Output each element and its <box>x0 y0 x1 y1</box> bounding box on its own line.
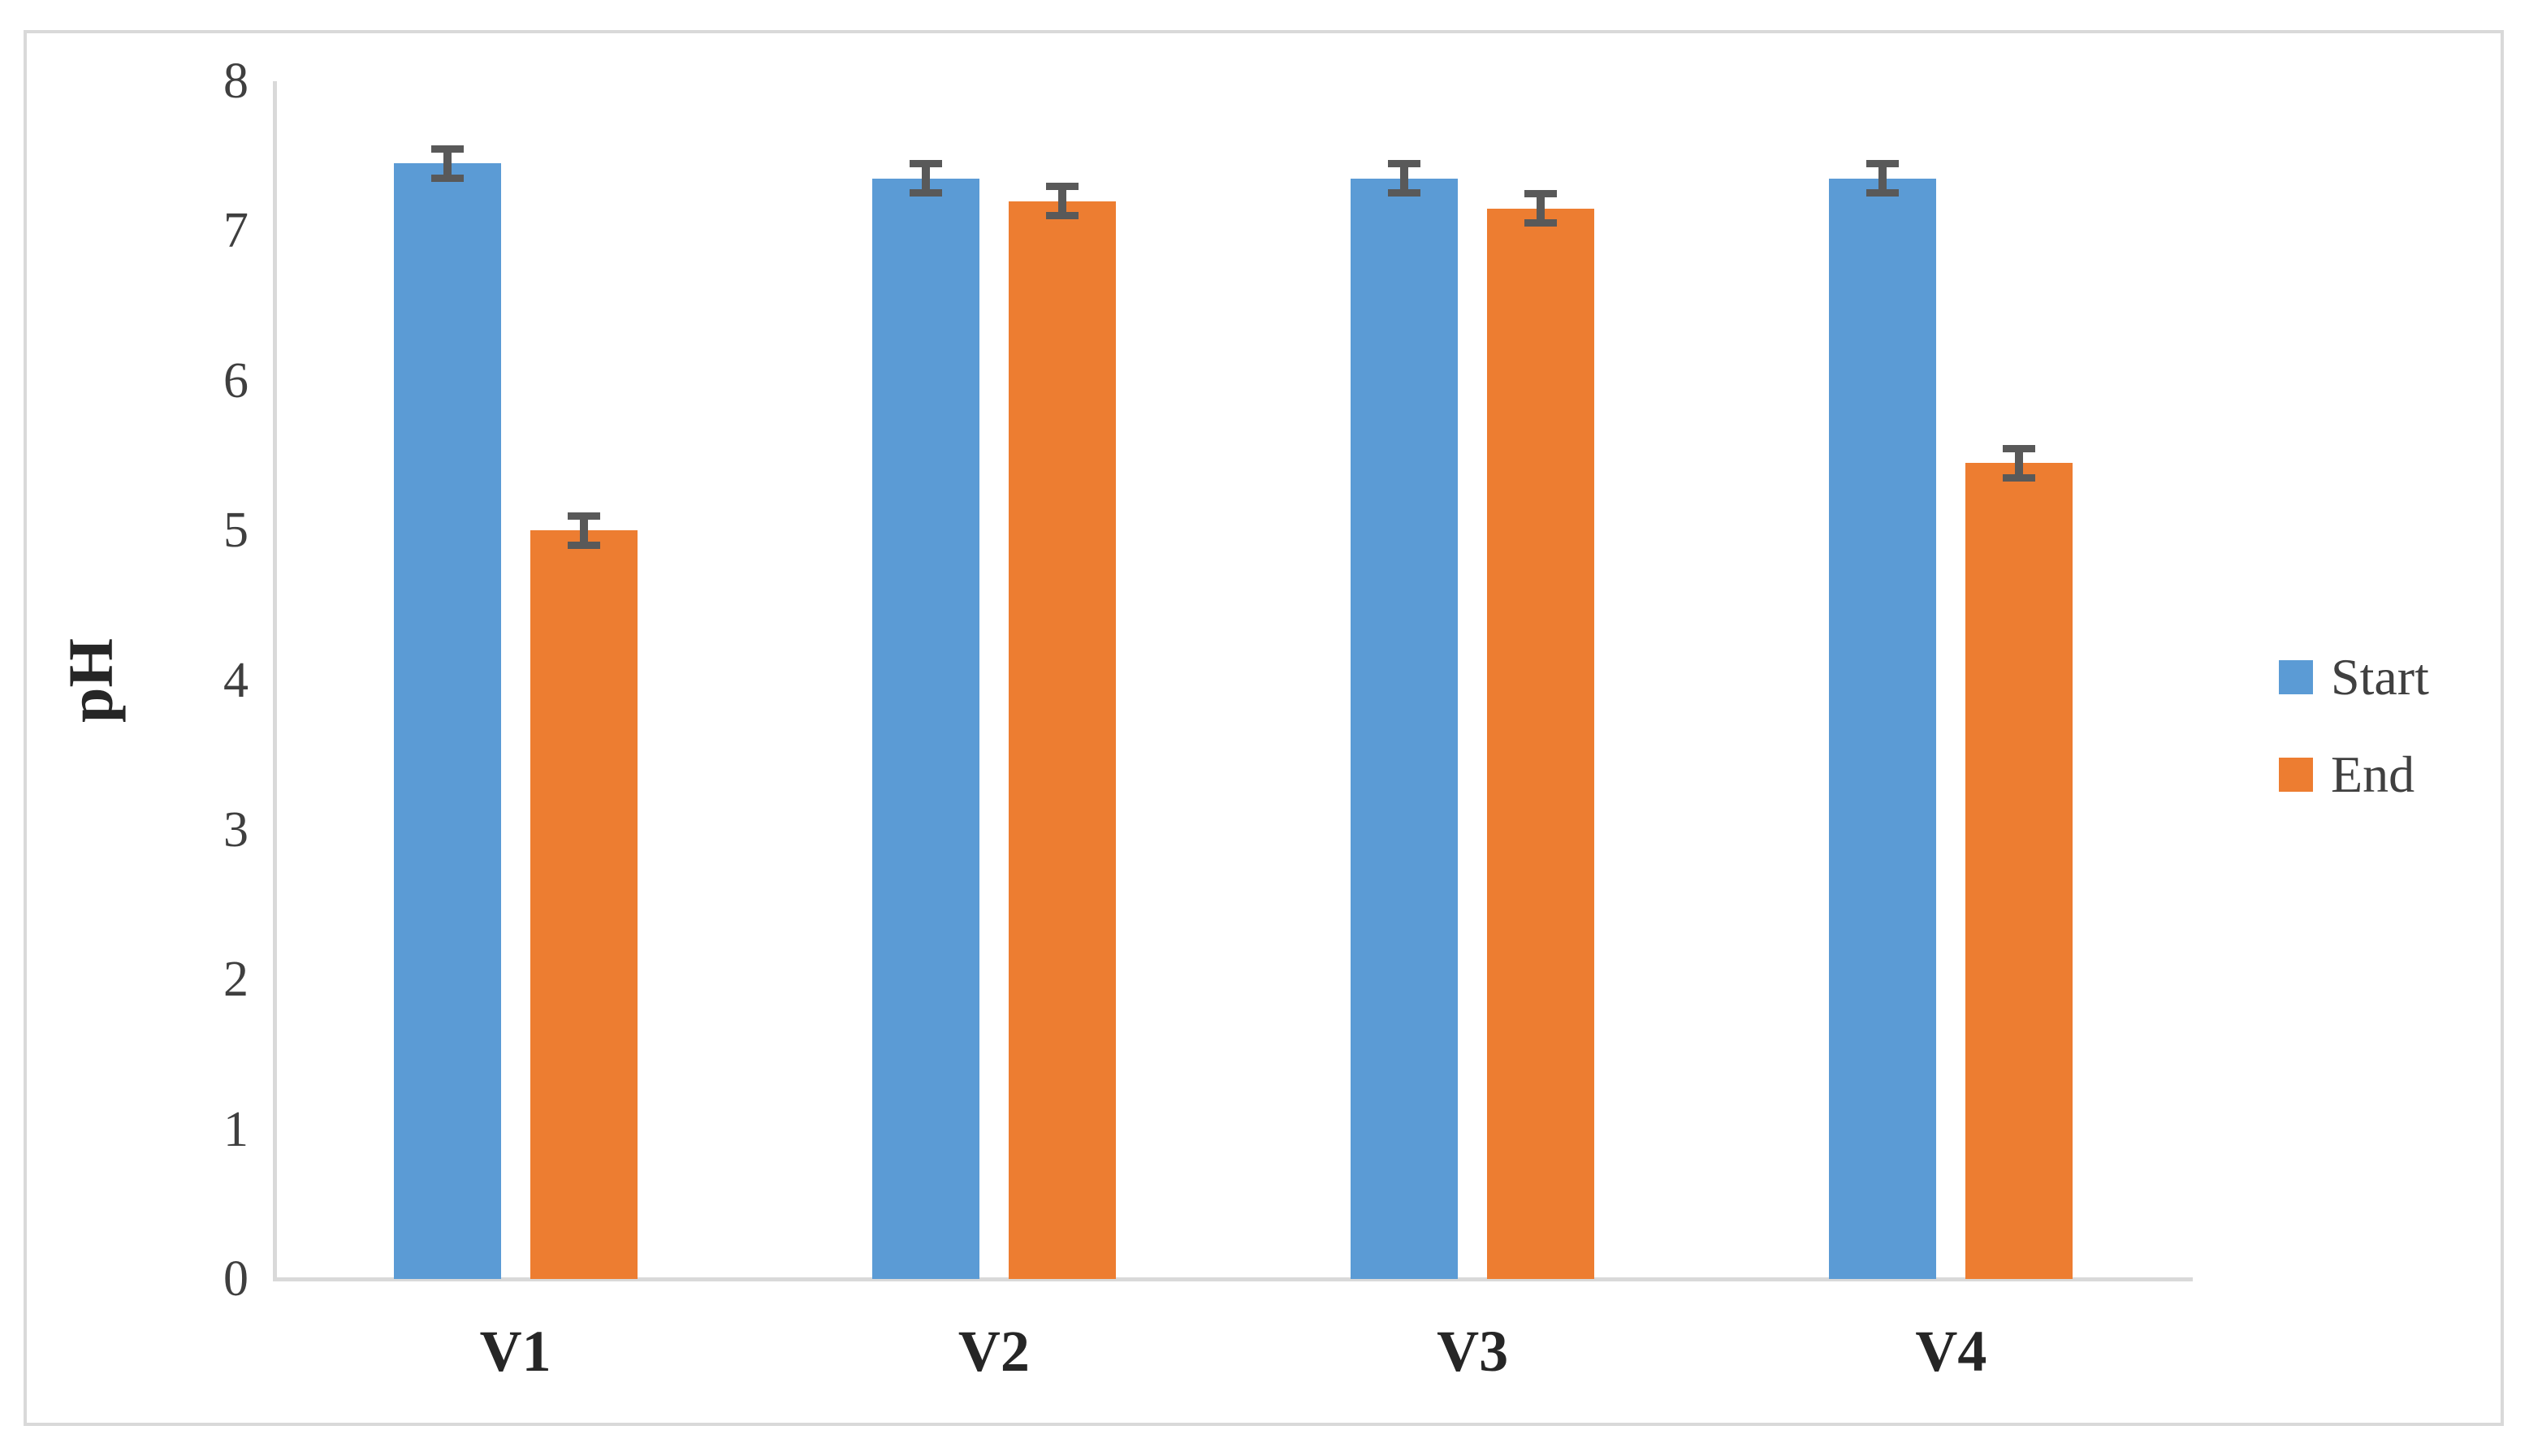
y-tick-label: 0 <box>223 1251 249 1307</box>
category-label-v2: V2 <box>958 1319 1030 1384</box>
x-axis-line <box>273 1277 2193 1281</box>
errorbar-start-v4-cap-bottom <box>1866 189 1900 197</box>
legend-item-end: End <box>2279 749 2429 801</box>
errorbar-end-v2-stem <box>1057 186 1066 216</box>
y-axis-line <box>273 81 277 1281</box>
y-tick-label: 6 <box>223 352 249 408</box>
y-tick-label: 1 <box>223 1101 249 1157</box>
legend-swatch-icon <box>2279 660 2313 694</box>
errorbar-end-v4-stem <box>2015 447 2024 478</box>
errorbar-end-v3-cap-top <box>1524 190 1558 198</box>
bar-end-v2 <box>1008 201 1116 1279</box>
y-tick-label: 8 <box>223 54 249 109</box>
errorbar-start-v1-stem <box>443 148 452 179</box>
category-label-v1: V1 <box>479 1319 551 1384</box>
errorbar-end-v4-cap-bottom <box>2003 473 2036 482</box>
errorbar-end-v1-stem <box>579 515 588 546</box>
errorbar-end-v2-cap-top <box>1045 183 1079 191</box>
y-tick-label: 4 <box>223 652 249 708</box>
legend: Start End <box>2279 651 2429 801</box>
bar-start-v3 <box>1351 178 1459 1279</box>
errorbar-start-v2-cap-bottom <box>909 189 942 197</box>
legend-label: End <box>2331 745 2415 803</box>
errorbar-end-v4-cap-top <box>2003 444 2036 452</box>
bar-start-v1 <box>393 163 501 1279</box>
bar-start-v2 <box>871 178 979 1279</box>
errorbar-end-v3-cap-bottom <box>1524 219 1558 227</box>
y-tick-label: 2 <box>223 952 249 1008</box>
legend-label: Start <box>2331 648 2429 706</box>
errorbar-start-v1-cap-bottom <box>430 174 464 182</box>
category-label-v4: V4 <box>1915 1319 1987 1384</box>
errorbar-start-v3-cap-top <box>1388 160 1421 168</box>
errorbar-end-v3-stem <box>1537 193 1546 224</box>
errorbar-end-v1-cap-bottom <box>567 541 600 549</box>
errorbar-end-v1-cap-top <box>567 512 600 520</box>
legend-swatch-icon <box>2279 758 2313 792</box>
bar-end-v3 <box>1487 208 1595 1279</box>
errorbar-start-v4-cap-top <box>1866 160 1900 168</box>
errorbar-start-v3-cap-bottom <box>1388 189 1421 197</box>
bar-end-v4 <box>1965 463 2073 1279</box>
y-tick-label: 5 <box>223 503 249 559</box>
errorbar-start-v4-stem <box>1878 163 1887 194</box>
y-tick-label: 3 <box>223 801 249 858</box>
legend-item-start: Start <box>2279 651 2429 703</box>
errorbar-start-v2-stem <box>921 163 930 194</box>
category-label-v3: V3 <box>1437 1319 1509 1384</box>
bar-end-v1 <box>530 530 638 1279</box>
bar-start-v4 <box>1829 178 1937 1279</box>
errorbar-end-v2-cap-bottom <box>1045 211 1079 219</box>
y-tick-label: 7 <box>223 203 249 259</box>
errorbar-start-v2-cap-top <box>909 160 942 168</box>
errorbar-start-v3-stem <box>1400 163 1409 194</box>
errorbar-start-v1-cap-top <box>430 145 464 153</box>
